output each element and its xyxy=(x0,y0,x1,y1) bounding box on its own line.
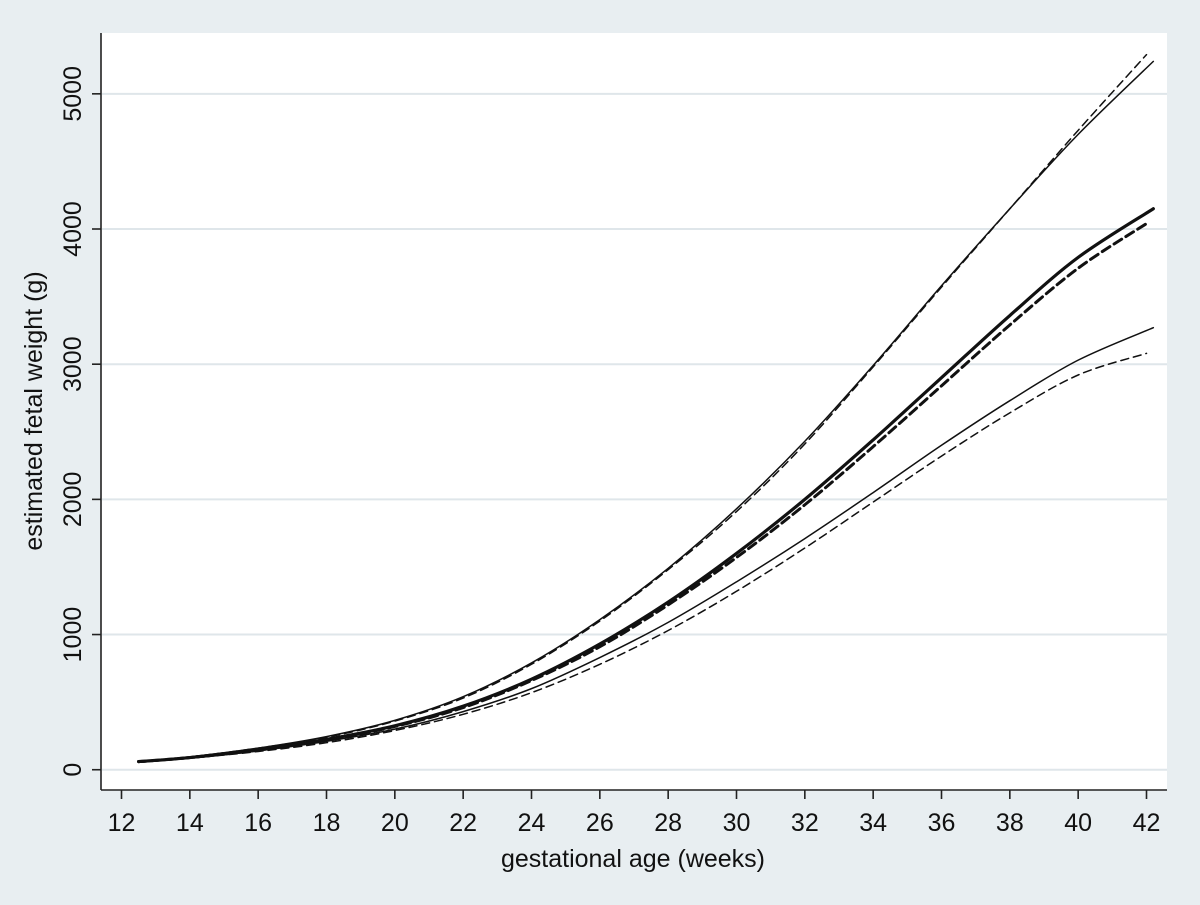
x-tick-label-10: 32 xyxy=(791,809,819,837)
x-tick-label-1: 14 xyxy=(176,809,204,837)
y-tick-label-5: 5000 xyxy=(59,66,87,122)
x-tick-label-0: 12 xyxy=(108,809,136,837)
tick-marks: 0 1000 2000 3000 4000 5000 12 14 16 18 20 22 24 26 28 3… xyxy=(59,66,1160,837)
x-tick-label-12: 36 xyxy=(928,809,956,837)
series-lines xyxy=(136,53,1155,764)
y-tick-label-4: 4000 xyxy=(59,201,87,257)
x-tick-label-15: 42 xyxy=(1133,809,1161,837)
x-tick-label-3: 18 xyxy=(313,809,341,837)
axes xyxy=(100,33,1167,791)
x-tick-label-6: 24 xyxy=(518,809,546,837)
series-line-2-solid-thin xyxy=(137,60,1155,763)
y-tick-label-2: 2000 xyxy=(59,472,87,528)
series-line-5-dashed-thin xyxy=(137,352,1148,764)
x-tick-label-13: 38 xyxy=(996,809,1024,837)
y-tick-label-0: 0 xyxy=(59,763,87,777)
x-tick-label-5: 22 xyxy=(449,809,477,837)
y-tick-label-1: 1000 xyxy=(59,607,87,663)
y-axis-title: estimated fetal weight (g) xyxy=(20,271,48,550)
x-tick-label-4: 20 xyxy=(381,809,409,837)
series-line-3-dashed-thin xyxy=(137,53,1148,763)
x-tick-label-11: 34 xyxy=(859,809,887,837)
series-line-4-solid-thin xyxy=(137,326,1155,764)
x-axis-title: gestational age (weeks) xyxy=(501,845,765,873)
x-tick-label-2: 16 xyxy=(244,809,272,837)
y-tick-label-3: 3000 xyxy=(59,336,87,392)
series-line-1-dashed-thick xyxy=(137,222,1148,764)
gridlines xyxy=(102,92,1167,771)
x-tick-label-8: 28 xyxy=(654,809,682,837)
x-tick-label-7: 26 xyxy=(586,809,614,837)
plot-area xyxy=(101,33,1167,790)
x-tick-label-14: 40 xyxy=(1064,809,1092,837)
x-tick-label-9: 30 xyxy=(723,809,751,837)
